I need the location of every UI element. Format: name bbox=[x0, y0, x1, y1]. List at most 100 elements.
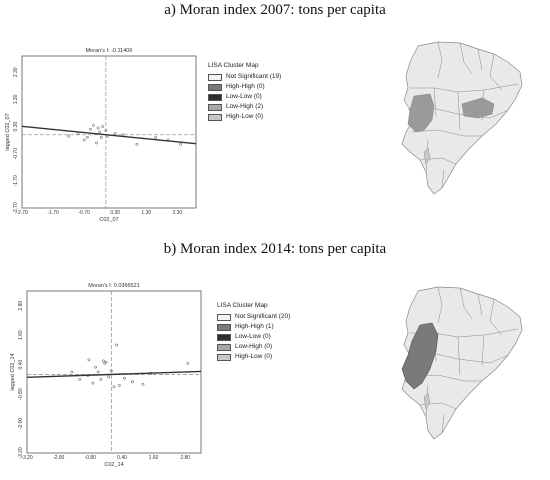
data-point bbox=[94, 365, 97, 369]
cluster-high-high-coast bbox=[401, 322, 439, 390]
x-axis-label: C02_14 bbox=[104, 462, 123, 468]
data-point bbox=[87, 358, 91, 362]
legend-item-low-high: Low-High (2) bbox=[208, 103, 281, 113]
data-point bbox=[98, 130, 102, 134]
legend-title: LISA Cluster Map bbox=[208, 62, 259, 69]
legend-item-high-high: High-High (1) bbox=[217, 323, 290, 333]
data-point bbox=[102, 359, 105, 363]
legend-swatch bbox=[217, 324, 231, 331]
map-2007 bbox=[401, 41, 523, 195]
data-point bbox=[117, 384, 121, 387]
legend-item-low-low: Low-Low (0) bbox=[208, 93, 281, 103]
data-point bbox=[135, 142, 139, 146]
x-tick-label: 0.40 bbox=[117, 455, 127, 461]
data-point bbox=[141, 382, 145, 386]
small-province bbox=[423, 147, 431, 165]
x-axis-label: C02_07 bbox=[99, 217, 118, 223]
data-point bbox=[70, 370, 74, 374]
map-2014 bbox=[401, 286, 523, 440]
y-tick-label: -2.00 bbox=[18, 418, 24, 430]
data-point bbox=[154, 136, 158, 139]
x-tick-label: 2.30 bbox=[172, 210, 182, 216]
data-point bbox=[113, 131, 117, 135]
legend-item-high-low: High-Low (0) bbox=[217, 353, 290, 363]
data-point bbox=[67, 134, 71, 138]
panel-b-title: b) Moran index 2014: tons per capita bbox=[163, 241, 387, 257]
data-point bbox=[95, 141, 98, 145]
x-tick-label: 0.30 bbox=[110, 210, 120, 216]
legend-item-high-high: High-High (0) bbox=[208, 83, 281, 93]
cluster-low-high-coast bbox=[407, 93, 435, 133]
y-tick-label: 0.40 bbox=[18, 360, 24, 370]
data-point bbox=[107, 375, 111, 379]
data-point bbox=[96, 370, 100, 374]
x-tick-label: -0.80 bbox=[85, 455, 97, 461]
y-tick-label: -3.20 bbox=[18, 447, 24, 459]
y-tick-label: 1.30 bbox=[13, 94, 19, 104]
panel-a-title: a) Moran index 2007: tons per capita bbox=[164, 2, 386, 18]
x-tick-label: 2.80 bbox=[180, 455, 190, 461]
y-axis-label: lagged C02_14 bbox=[10, 353, 16, 390]
data-point bbox=[115, 343, 119, 347]
y-tick-label: 2.30 bbox=[13, 67, 19, 77]
data-point bbox=[104, 129, 108, 133]
data-point bbox=[78, 377, 82, 381]
y-tick-label: -0.70 bbox=[13, 148, 19, 160]
data-point bbox=[186, 362, 190, 365]
data-point bbox=[96, 126, 100, 130]
legend-title: LISA Cluster Map bbox=[217, 302, 268, 309]
x-tick-label: -2.00 bbox=[53, 455, 65, 461]
data-point bbox=[123, 376, 126, 380]
plot-frame bbox=[21, 55, 197, 209]
data-point bbox=[85, 136, 89, 139]
legend-item-low-low: Low-Low (0) bbox=[217, 333, 290, 343]
legend-swatch bbox=[208, 114, 222, 121]
small-province bbox=[423, 392, 431, 410]
x-tick-label: -0.70 bbox=[78, 210, 90, 216]
data-point bbox=[112, 385, 116, 389]
y-axis-label: lagged C02_07 bbox=[5, 113, 11, 150]
legend-2007: LISA Cluster Map Not Significant (19) Hi… bbox=[208, 62, 281, 123]
data-point bbox=[179, 142, 182, 146]
data-point bbox=[99, 377, 103, 381]
scatter-title: Moran's I: 0.0366521 bbox=[88, 283, 140, 289]
x-tick-label: -2.70 bbox=[16, 210, 28, 216]
data-point bbox=[131, 380, 134, 384]
y-tick-label: 0.30 bbox=[13, 121, 19, 131]
legend-swatch bbox=[208, 74, 222, 81]
legend-2014: LISA Cluster Map Not Significant (20) Hi… bbox=[217, 302, 290, 363]
y-tick-label: -1.70 bbox=[13, 175, 19, 187]
legend-swatch bbox=[208, 94, 222, 101]
legend-item-not-significant: Not Significant (20) bbox=[217, 313, 290, 323]
data-point bbox=[104, 360, 108, 364]
y-tick-label: 1.60 bbox=[18, 330, 24, 340]
regression-line bbox=[21, 125, 197, 145]
data-point bbox=[88, 127, 92, 131]
data-point bbox=[109, 369, 113, 373]
cluster-low-high-amazon bbox=[461, 97, 495, 119]
data-point bbox=[99, 136, 103, 139]
y-tick-label: -0.80 bbox=[18, 388, 24, 400]
x-tick-label: -1.70 bbox=[47, 210, 59, 216]
legend-item-low-high: Low-High (0) bbox=[217, 343, 290, 353]
data-point bbox=[91, 381, 95, 385]
y-tick-label: 2.80 bbox=[18, 301, 24, 311]
data-point bbox=[92, 123, 95, 127]
x-tick-label: 1.60 bbox=[149, 455, 159, 461]
legend-swatch bbox=[208, 84, 222, 91]
legend-swatch bbox=[217, 344, 231, 351]
legend-swatch bbox=[208, 104, 222, 111]
y-tick-label: -2.70 bbox=[13, 202, 19, 214]
legend-swatch bbox=[217, 334, 231, 341]
data-point bbox=[101, 125, 105, 128]
scatter-title: Moran's I: -0.11406 bbox=[86, 48, 133, 54]
legend-swatch bbox=[217, 354, 231, 361]
x-tick-label: -3.20 bbox=[21, 455, 33, 461]
regression-line bbox=[26, 370, 202, 379]
data-point bbox=[82, 138, 86, 142]
legend-swatch bbox=[217, 314, 231, 321]
x-tick-label: 1.30 bbox=[141, 210, 151, 216]
